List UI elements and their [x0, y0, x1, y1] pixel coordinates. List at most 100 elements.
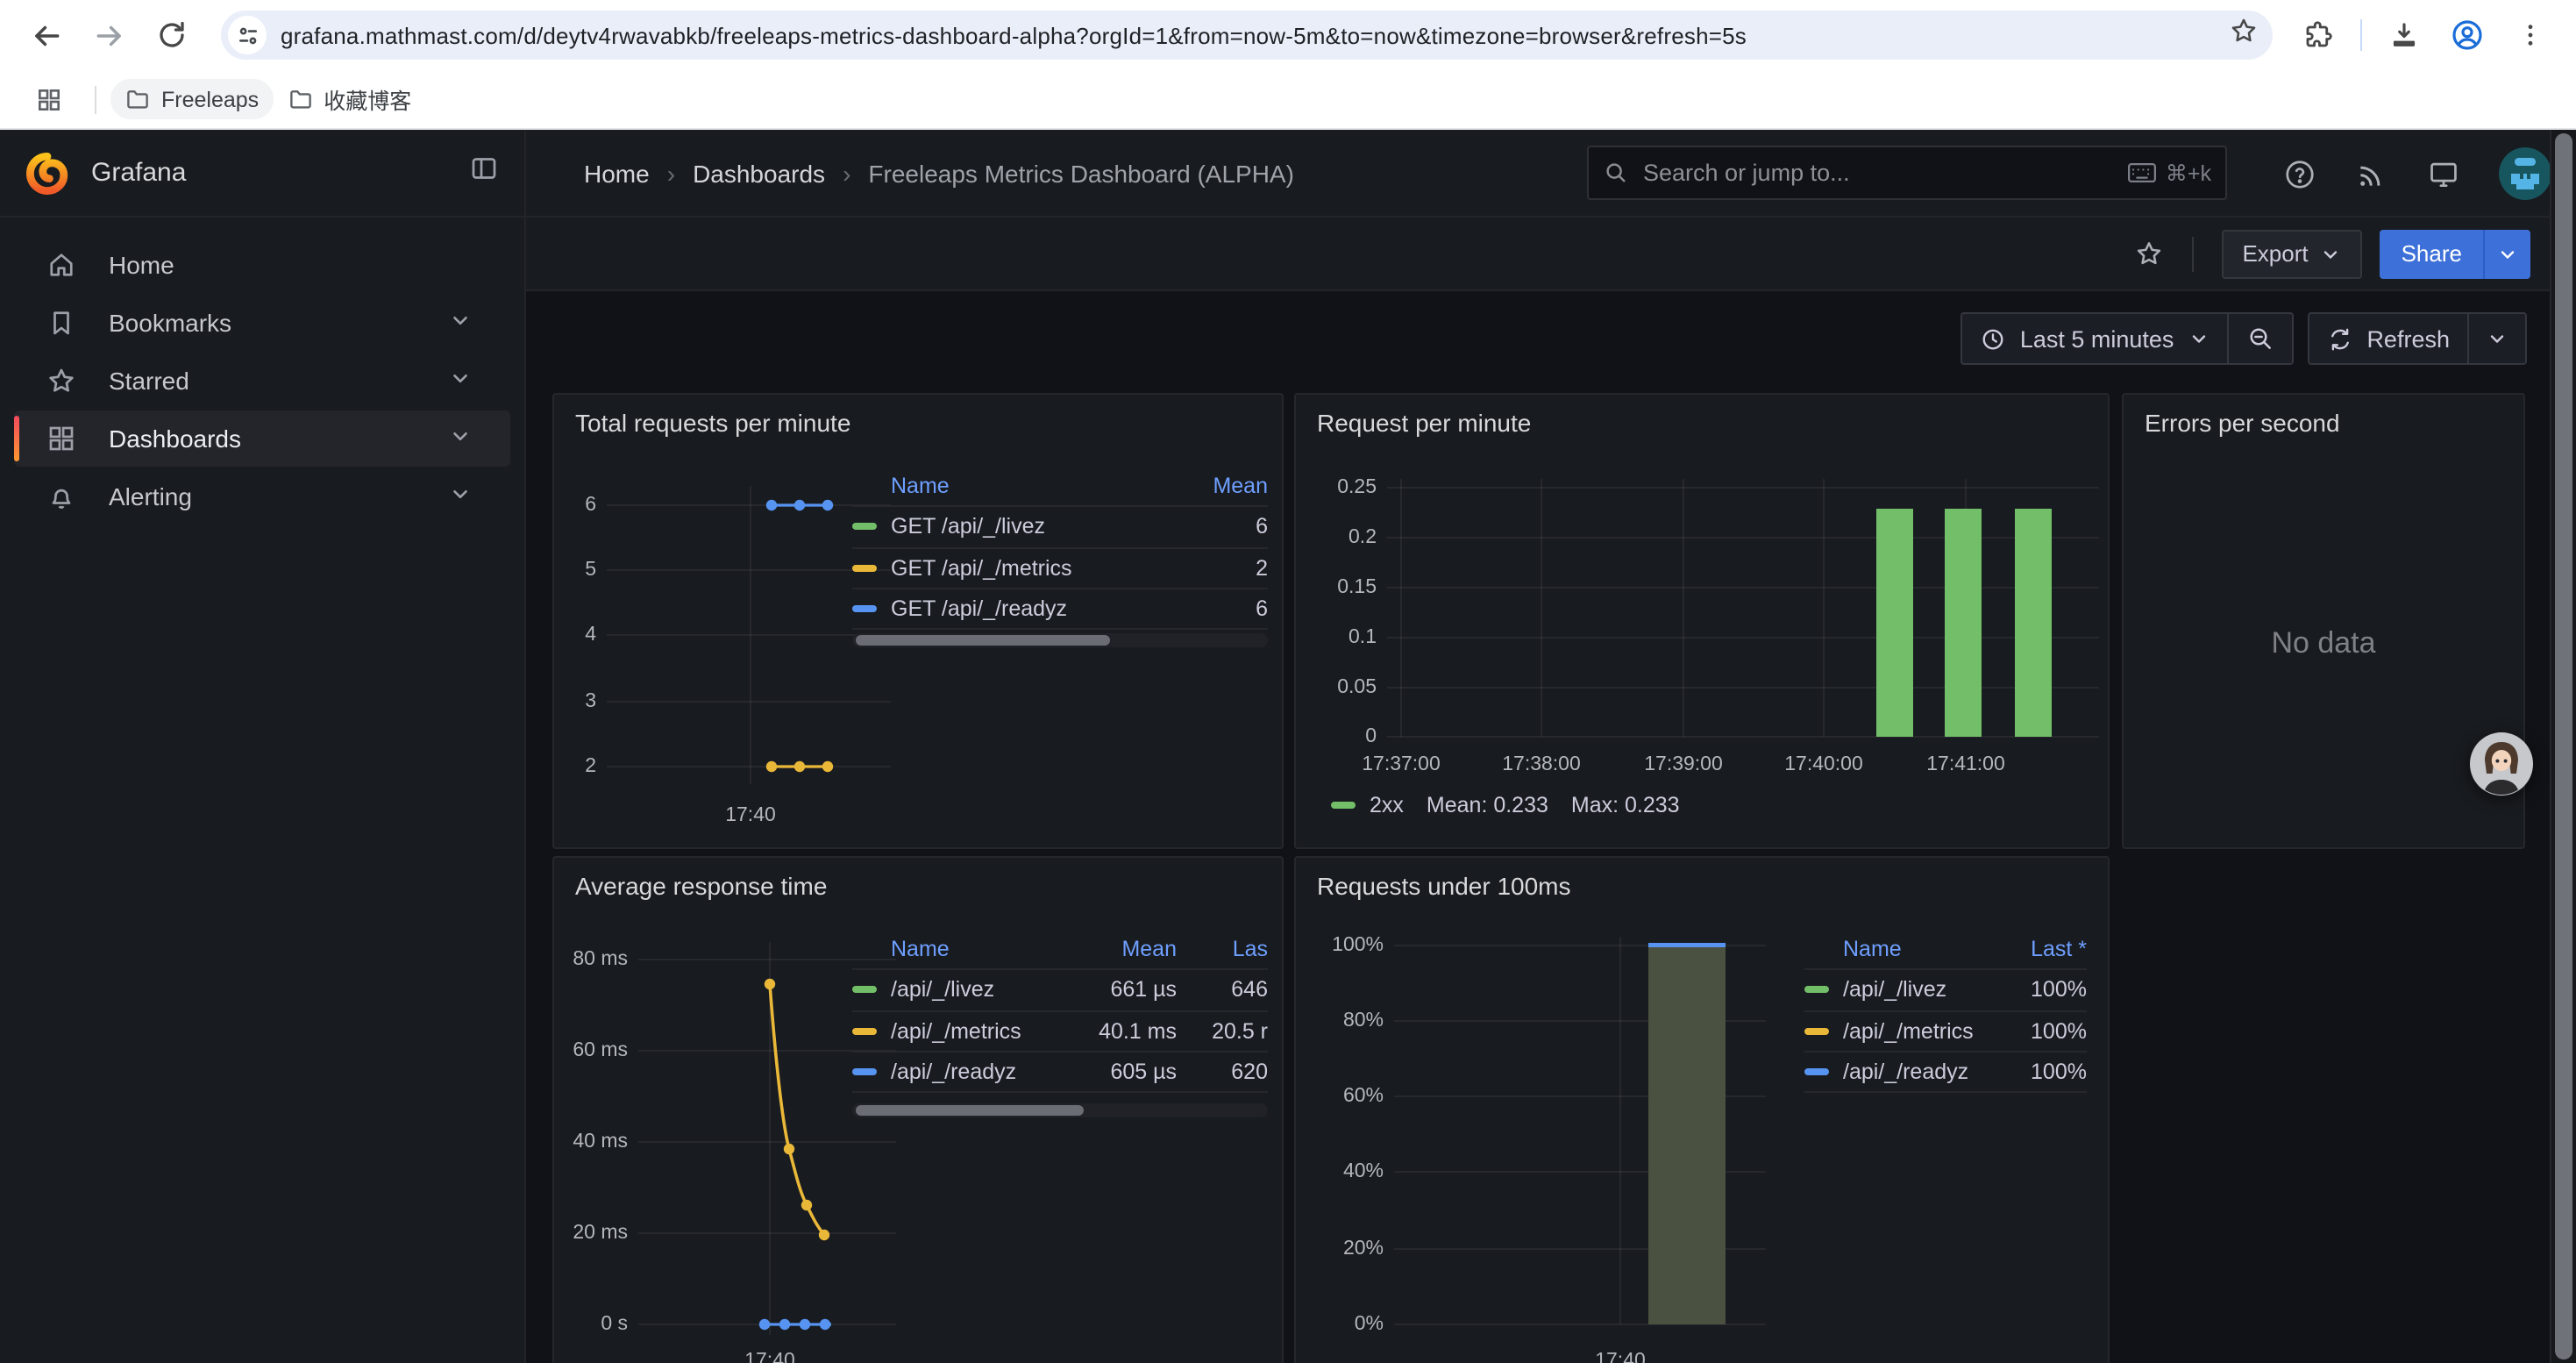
legend-row[interactable]: /api/_/metrics 40.1 ms 20.5 r	[852, 1010, 1268, 1051]
sidebar-item-starred[interactable]: Starred	[14, 353, 510, 409]
search-input[interactable]: Search or jump to... ⌘+k	[1587, 146, 2227, 200]
url-bar[interactable]: grafana.mathmast.com/d/deytv4rwavabkb/fr…	[221, 11, 2273, 60]
grafana-logo[interactable]	[25, 150, 70, 196]
breadcrumb: Home › Dashboards › Freeleaps Metrics Da…	[584, 159, 1294, 187]
svg-text:100%: 100%	[1332, 932, 1384, 955]
legend-row[interactable]: /api/_/livez 661 µs 646	[852, 968, 1268, 1010]
panel-title[interactable]: Errors per second	[2145, 409, 2340, 437]
panel-title[interactable]: Requests under 100ms	[1317, 872, 1571, 900]
series-swatch-blue	[852, 604, 877, 612]
panel-title[interactable]: Request per minute	[1317, 409, 1532, 437]
dock-sidebar-icon[interactable]	[468, 153, 500, 193]
site-settings-icon[interactable]	[228, 16, 267, 54]
request-per-minute-chart: 0.25 0.2 0.15 0.1 0.05 0 17:37:00 17:38:…	[1337, 475, 2099, 774]
svg-text:6: 6	[585, 492, 596, 515]
legend-col-last[interactable]: Last *	[2031, 937, 2087, 961]
legend-row[interactable]: GET /api/_/livez 6	[852, 505, 1268, 546]
bookmarks-divider	[95, 85, 96, 113]
page-scrollbar[interactable]	[2550, 130, 2576, 1363]
reload-icon[interactable]	[147, 11, 196, 60]
legend-col-name[interactable]: Name	[1843, 937, 1902, 961]
bookmark-folder-blog[interactable]: 收藏博客	[273, 75, 425, 123]
chevron-down-icon[interactable]	[449, 309, 472, 337]
legend: 2xx Mean: 0.233 Max: 0.233	[1331, 793, 1680, 817]
browser-toolbar: grafana.mathmast.com/d/deytv4rwavabkb/fr…	[0, 0, 2576, 70]
panel-title[interactable]: Average response time	[575, 872, 828, 900]
svg-text:0%: 0%	[1355, 1311, 1384, 1334]
sidebar-item-alerting[interactable]: Alerting	[14, 468, 510, 525]
chevron-down-icon[interactable]	[449, 482, 472, 510]
bookmark-folder-freeleaps[interactable]: Freeleaps	[110, 79, 274, 119]
legend-col-last[interactable]: Las	[1232, 937, 1268, 961]
legend-hscrollbar[interactable]	[852, 1103, 1268, 1117]
svg-text:20%: 20%	[1343, 1236, 1384, 1259]
forward-icon[interactable]	[84, 11, 133, 60]
share-menu-caret[interactable]	[2483, 229, 2530, 278]
series-swatch-green	[852, 523, 877, 531]
profile-icon[interactable]	[2443, 11, 2492, 60]
legend-row[interactable]: /api/_/livez 100%	[1804, 968, 2087, 1010]
svg-text:0.05: 0.05	[1337, 674, 1377, 697]
legend-hscrollbar[interactable]	[852, 633, 1268, 647]
bookmark-star-icon[interactable]	[2229, 16, 2259, 54]
chevron-down-icon[interactable]	[449, 367, 472, 395]
legend-row[interactable]: GET /api/_/metrics 2	[852, 546, 1268, 588]
url-text[interactable]: grafana.mathmast.com/d/deytv4rwavabkb/fr…	[281, 22, 1747, 48]
back-icon[interactable]	[21, 11, 70, 60]
legend-row[interactable]: /api/_/readyz 100%	[1804, 1051, 2087, 1092]
legend-col-name[interactable]: Name	[891, 474, 950, 498]
page-scrollbar-thumb[interactable]	[2555, 133, 2572, 1359]
sidebar-item-label: Alerting	[109, 482, 192, 510]
legend-mean: Mean: 0.233	[1426, 793, 1548, 817]
legend-row[interactable]: /api/_/readyz 605 µs 620	[852, 1051, 1268, 1092]
chevron-down-icon	[2192, 335, 2205, 343]
share-button[interactable]: Share	[2380, 229, 2483, 278]
legend-max: Max: 0.233	[1570, 793, 1680, 817]
menu-kebab-icon[interactable]	[2506, 11, 2555, 60]
monitor-icon[interactable]	[2427, 157, 2460, 190]
series-swatch-green	[1804, 986, 1829, 994]
svg-text:17:39:00: 17:39:00	[1644, 752, 1723, 774]
svg-text:0.1: 0.1	[1348, 624, 1377, 647]
svg-text:17:41:00: 17:41:00	[1926, 752, 2005, 774]
breadcrumb-dashboards[interactable]: Dashboards	[693, 159, 826, 187]
legend-item-2xx[interactable]: 2xx	[1331, 793, 1404, 817]
sidebar-item-bookmarks[interactable]: Bookmarks	[14, 295, 510, 351]
sidebar-item-home[interactable]: Home	[14, 237, 510, 293]
export-button[interactable]: Export	[2221, 229, 2363, 278]
panel-requests-under-100ms: Requests under 100ms 100% 80%	[1294, 856, 2110, 1363]
panel-errors-per-second: Errors per second No data	[2122, 393, 2525, 849]
help-icon[interactable]	[2283, 157, 2316, 190]
breadcrumb-home[interactable]: Home	[584, 159, 650, 187]
sidebar-item-dashboards[interactable]: Dashboards	[14, 410, 510, 467]
refresh-button[interactable]: Refresh	[2307, 312, 2467, 365]
series-swatch-yellow	[852, 1027, 877, 1035]
assistant-avatar[interactable]	[2469, 731, 2534, 796]
panel-title[interactable]: Total requests per minute	[575, 409, 851, 437]
svg-text:2: 2	[585, 753, 596, 776]
user-avatar[interactable]	[2499, 147, 2551, 200]
downloads-icon[interactable]	[2380, 11, 2429, 60]
extensions-icon[interactable]	[2294, 11, 2343, 60]
refresh-interval-caret[interactable]	[2467, 312, 2527, 365]
svg-text:17:37:00: 17:37:00	[1362, 752, 1441, 774]
chevron-down-icon[interactable]	[449, 425, 472, 453]
search-icon	[1606, 163, 1626, 182]
legend-col-mean[interactable]: Mean	[1213, 474, 1268, 498]
svg-text:40%: 40%	[1343, 1159, 1384, 1181]
legend-col-name[interactable]: Name	[891, 937, 950, 961]
legend-row[interactable]: /api/_/metrics 100%	[1804, 1010, 2087, 1051]
zoom-out-button[interactable]	[2226, 312, 2294, 365]
favorite-star-icon[interactable]	[2133, 239, 2163, 268]
sidebar: Grafana Home Bookmarks	[0, 130, 526, 1363]
total-requests-chart: 6 5 4 3 2 17:40	[585, 486, 891, 825]
news-rss-icon[interactable]	[2355, 157, 2388, 190]
keyboard-icon	[2127, 162, 2156, 183]
bookmarks-bar: Freeleaps 收藏博客	[0, 70, 2576, 130]
sidebar-header: Grafana	[0, 130, 524, 218]
apps-grid-icon[interactable]	[25, 75, 74, 124]
legend-col-mean[interactable]: Mean	[1121, 937, 1177, 961]
time-range-picker[interactable]: Last 5 minutes	[1960, 312, 2227, 365]
legend-row[interactable]: GET /api/_/readyz 6	[852, 588, 1268, 629]
grafana-app: Grafana Home Bookmarks	[0, 130, 2576, 1363]
